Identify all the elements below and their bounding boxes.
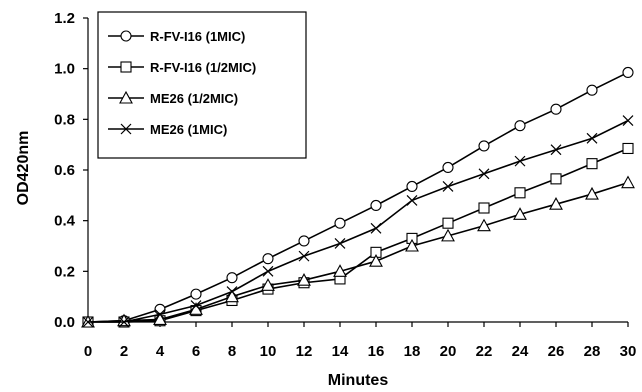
y-tick-label: 0.8 [54, 111, 75, 128]
series-line-0 [87, 71, 629, 323]
series-0-point [478, 140, 490, 152]
series-line-2 [87, 181, 629, 323]
series-1-point [478, 202, 490, 214]
x-tick-label: 4 [156, 343, 165, 360]
series-0-point [298, 235, 310, 247]
series-0-point [406, 180, 418, 193]
series-3-point [262, 265, 274, 277]
x-tick-label: 20 [440, 343, 457, 360]
series-3-point [406, 194, 418, 206]
x-tick-label: 0 [84, 343, 92, 360]
series-2-point [585, 186, 599, 200]
series-0-point [442, 161, 454, 174]
series-2-point [225, 289, 239, 303]
legend-label-1: R-FV-I16 (1/2MIC) [150, 60, 256, 75]
series-2-point [117, 313, 131, 327]
y-tick-label: 0.6 [54, 162, 75, 179]
series-3-point [334, 238, 346, 249]
series-3-point [622, 115, 634, 127]
series-3-point [586, 132, 598, 144]
series-1-point [514, 187, 526, 199]
series-3-point [154, 308, 166, 320]
x-tick-label: 10 [260, 343, 277, 360]
series-2-point [405, 238, 419, 252]
y-tick-label: 1.2 [54, 10, 75, 27]
series-0-point [226, 272, 238, 284]
series-line-3 [88, 119, 629, 323]
x-tick-label: 14 [332, 343, 349, 360]
series-3-point [478, 168, 490, 180]
y-tick-label: 0.2 [54, 263, 75, 280]
series-0-point [334, 217, 346, 229]
x-tick-label: 24 [512, 343, 529, 360]
x-tick-label: 16 [368, 343, 385, 360]
legend-label-3: ME26 (1MIC) [150, 122, 227, 137]
y-tick-label: 0.0 [54, 314, 75, 331]
series-2-point [369, 254, 383, 267]
series-3-point [370, 222, 382, 234]
series-2-point [153, 312, 167, 326]
series-0-point [370, 199, 382, 212]
legend-marker-3 [120, 123, 132, 135]
y-tick-label: 0.4 [54, 213, 76, 230]
x-tick-label: 2 [120, 343, 128, 360]
y-axis-title: OD420nm [15, 131, 32, 206]
series-1-point [442, 217, 454, 229]
series-1-point [550, 173, 562, 185]
x-tick-label: 26 [548, 343, 565, 360]
series-2-point [477, 218, 491, 232]
series-3-point [118, 316, 130, 328]
series-2-point [441, 228, 455, 242]
series-2-point [333, 264, 347, 277]
series-2-point [297, 273, 311, 286]
series-1-point [586, 158, 598, 170]
series-0-point [586, 84, 598, 96]
legend-label-0: R-FV-I16 (1MIC) [150, 29, 245, 44]
x-tick-label: 8 [228, 343, 236, 360]
series-3-point [442, 181, 454, 192]
series-2-point [513, 207, 527, 220]
series-2-point [549, 197, 563, 210]
series-2-point [621, 175, 635, 189]
x-tick-label: 12 [296, 343, 313, 360]
legend-marker-0 [120, 30, 132, 42]
legend-marker-1 [120, 61, 132, 73]
x-axis-title: Minutes [328, 372, 389, 389]
series-0-point [550, 103, 562, 115]
series-3-point [514, 155, 526, 167]
x-tick-label: 30 [620, 343, 637, 360]
x-tick-label: 18 [404, 343, 421, 360]
x-tick-label: 6 [192, 343, 200, 360]
series-2-point [261, 278, 275, 291]
series-0-point [190, 288, 202, 300]
legend-label-2: ME26 (1/2MIC) [150, 91, 238, 106]
series-3-point [226, 286, 238, 298]
series-3-point [190, 300, 202, 311]
x-tick-label: 28 [584, 343, 601, 360]
series-0-point [514, 120, 526, 132]
series-3-point [82, 316, 94, 328]
x-tick-label: 22 [476, 343, 493, 360]
series-3-point [550, 144, 562, 156]
legend-marker-2 [119, 90, 133, 104]
y-tick-label: 1.0 [54, 61, 75, 78]
series-0-point [622, 66, 634, 79]
series-0-point [262, 253, 274, 265]
series-1-point [622, 142, 634, 155]
series-3-point [298, 250, 310, 262]
